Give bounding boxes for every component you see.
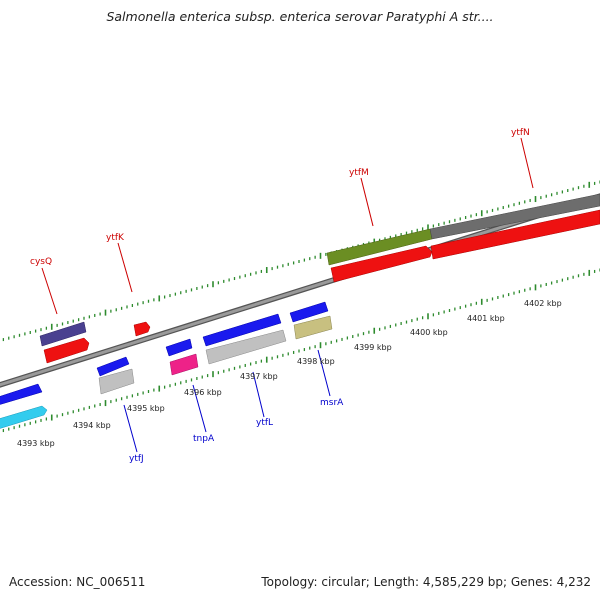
feature-red-ytfM[interactable]: [330, 245, 433, 283]
gene-label-ytfN: ytfN: [511, 128, 530, 138]
leader-lines: [41, 137, 534, 453]
feature-msrA-gene[interactable]: [293, 315, 333, 340]
feature-ytfN-gene[interactable]: [429, 193, 600, 240]
feature-cyan-arrow[interactable]: [0, 405, 48, 430]
feature-msrA-blue[interactable]: [289, 301, 329, 323]
feature-ytfL-grey[interactable]: [205, 329, 287, 365]
gene-label-cysQ: cysQ: [30, 257, 52, 267]
gene-label-tnpA: tnpA: [193, 434, 215, 444]
feature-blue-tnpA[interactable]: [165, 338, 193, 357]
accession-text: Accession: NC_006511: [9, 575, 146, 589]
kbp-label-4401: 4401 kbp: [467, 314, 505, 323]
kbp-label-4397: 4397 kbp: [240, 372, 278, 381]
kbp-label-4398: 4398 kbp: [297, 357, 335, 366]
gene-label-ytfJ: ytfJ: [129, 454, 144, 464]
feature-ytfJ-blue[interactable]: [96, 356, 130, 377]
gene-label-ytfM: ytfM: [349, 168, 369, 178]
kbp-label-4399: 4399 kbp: [354, 343, 392, 352]
feature-tnpA-gene[interactable]: [169, 353, 199, 376]
map-title: Salmonella enterica subsp. enterica sero…: [106, 9, 494, 24]
kbp-label-4394: 4394 kbp: [73, 421, 111, 430]
feature-ytfL-blue[interactable]: [202, 313, 282, 347]
kbp-label-4395: 4395 kbp: [127, 404, 165, 413]
kbp-label-4393: 4393 kbp: [17, 439, 55, 448]
feature-ytfK-gene[interactable]: [133, 321, 151, 337]
feature-red-cysQ[interactable]: [43, 337, 90, 364]
gene-label-ytfK: ytfK: [106, 233, 125, 243]
gene-label-msrA: msrA: [320, 398, 344, 408]
feature-cysQ-gene[interactable]: [39, 321, 87, 347]
tick-row-bottom: [2, 268, 600, 433]
topology-text: Topology: circular; Length: 4,585,229 bp…: [261, 575, 591, 589]
kbp-label-4400: 4400 kbp: [410, 328, 448, 337]
kbp-labels: 4393 kbp 4394 kbp 4395 kbp 4396 kbp 4397…: [17, 299, 562, 448]
gene-label-ytfL: ytfL: [256, 418, 273, 428]
feature-ytfJ-grey[interactable]: [98, 368, 135, 395]
backbone: [0, 193, 600, 388]
kbp-label-4396: 4396 kbp: [184, 388, 222, 397]
feature-red-ytfN[interactable]: [430, 209, 600, 260]
feature-blue-left[interactable]: [0, 383, 43, 406]
kbp-label-4402: 4402 kbp: [524, 299, 562, 308]
